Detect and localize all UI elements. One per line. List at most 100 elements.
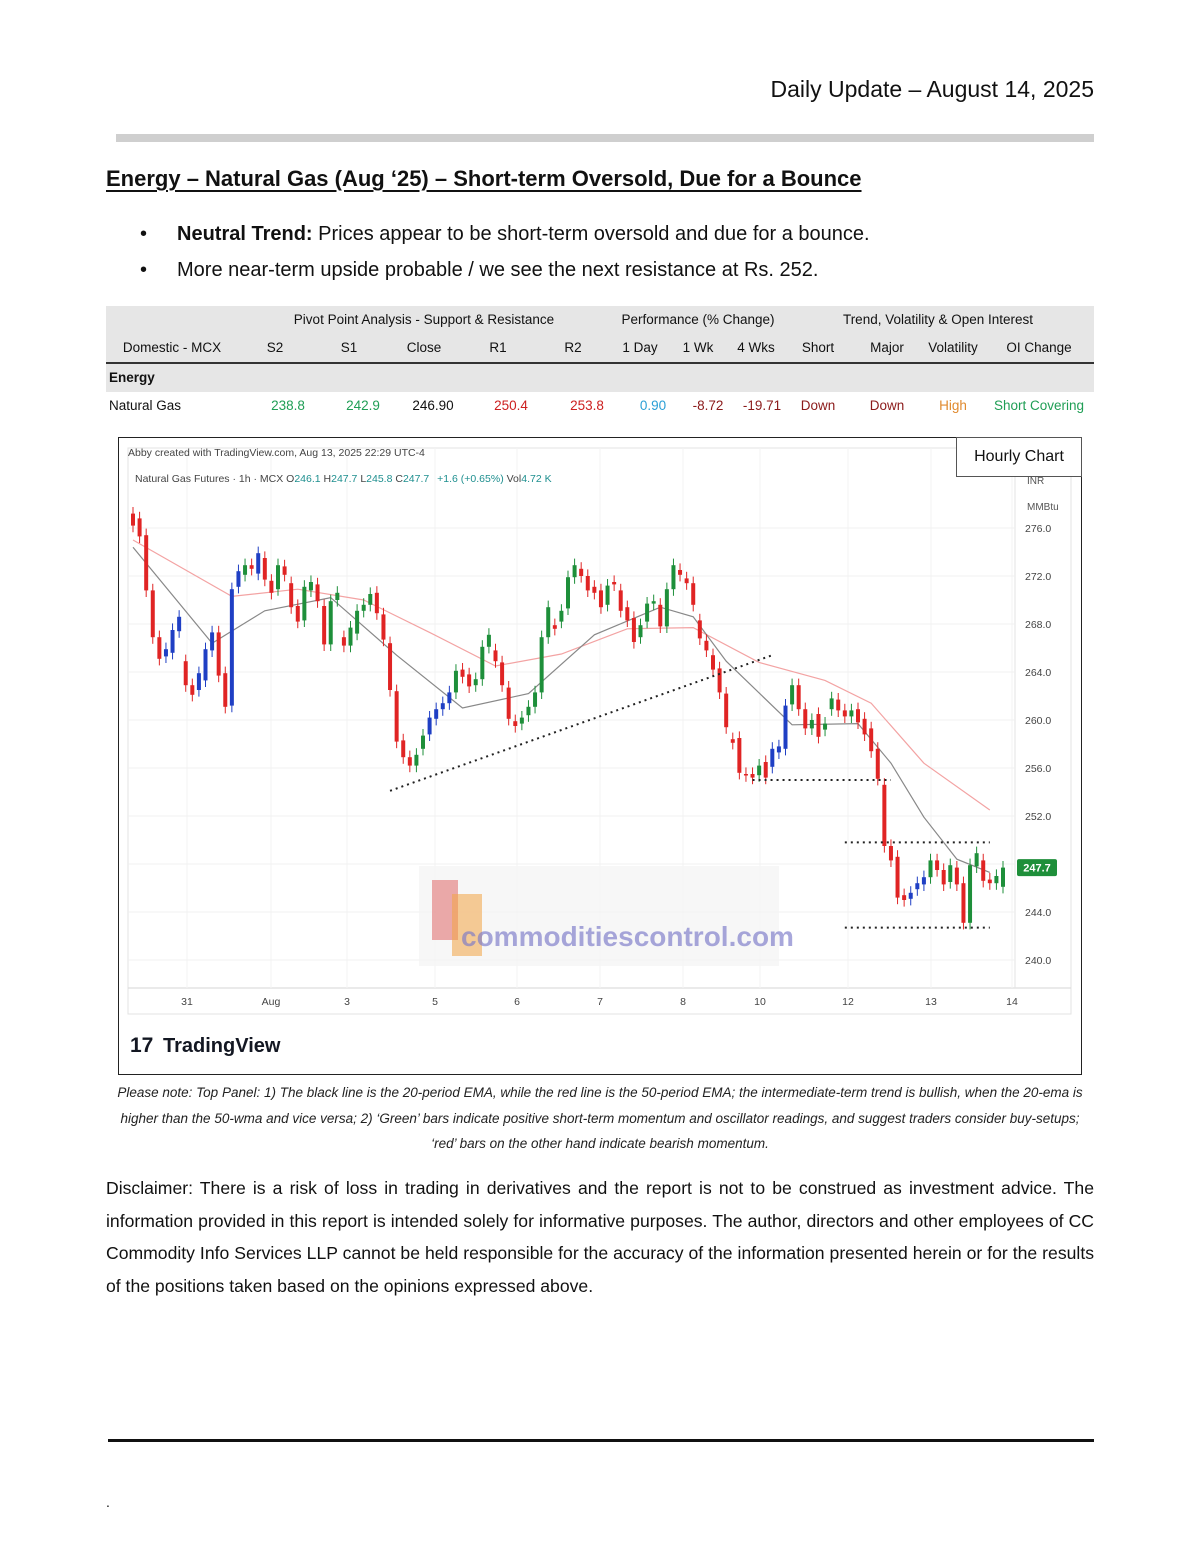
cell-oi-change: Short Covering xyxy=(993,398,1085,413)
header-divider xyxy=(116,134,1094,142)
candle-body xyxy=(842,710,847,717)
candle-body xyxy=(493,650,498,662)
candle-body xyxy=(131,513,135,526)
rising-trendline xyxy=(389,654,773,792)
ohlc-legend: Natural Gas Futures · 1h · MCX O246.1 H2… xyxy=(135,473,552,485)
candle-body xyxy=(427,717,432,735)
candle-body xyxy=(928,860,933,878)
x-tick-label: 12 xyxy=(842,996,854,1008)
bullet-glyph: • xyxy=(140,223,148,245)
y-tick-label: 272.0 xyxy=(1025,571,1051,583)
x-tick-label: 13 xyxy=(925,996,937,1008)
col-header-volatility: Volatility xyxy=(928,340,978,355)
col-header-short: Short xyxy=(801,340,835,355)
candle-body xyxy=(987,879,992,884)
col-header-oi-change: OI Change xyxy=(1006,340,1072,355)
candle-body xyxy=(691,583,696,605)
candle-body xyxy=(203,649,208,681)
candle-body xyxy=(803,709,808,729)
candle-body xyxy=(757,765,762,776)
candle-body xyxy=(605,585,610,605)
candle-body xyxy=(790,685,795,705)
y-tick-label: 264.0 xyxy=(1025,667,1051,679)
x-tick-label: 6 xyxy=(514,996,520,1008)
table-column-header-row: Domestic - MCX S2 S1 Close R1 R2 1 Day 1… xyxy=(106,334,1094,364)
candle-body xyxy=(361,604,366,611)
candle-body xyxy=(974,853,979,867)
table-group-header-row: Pivot Point Analysis - Support & Resista… xyxy=(106,306,1094,334)
col-header-major: Major xyxy=(870,340,904,355)
candle-body xyxy=(664,589,669,627)
candle-body xyxy=(625,607,630,621)
x-tick-label: 3 xyxy=(344,996,350,1008)
candle-body xyxy=(480,646,485,680)
cell-volatility: High xyxy=(939,398,967,413)
candle-body xyxy=(467,674,472,687)
candle-body xyxy=(421,735,425,749)
last-price-badge xyxy=(1017,859,1057,877)
candle-body xyxy=(981,860,986,881)
table-row: Natural Gas 238.8 242.9 246.90 250.4 253… xyxy=(106,392,1094,420)
candle-body xyxy=(348,627,353,646)
candle-body xyxy=(770,748,775,767)
candle-body xyxy=(308,582,313,591)
candle-body xyxy=(315,584,320,602)
y-tick-label: 244.0 xyxy=(1025,907,1051,919)
candle-body xyxy=(651,601,656,604)
candle-body xyxy=(856,709,860,723)
candle-body xyxy=(473,679,478,686)
candle-body xyxy=(585,576,590,591)
last-price-tag: 247.7 xyxy=(1017,859,1057,877)
gridlines xyxy=(128,448,1015,988)
candle-body xyxy=(704,640,709,651)
hourly-chart-label: Hourly Chart xyxy=(956,437,1082,477)
candle-body xyxy=(869,728,874,752)
candle-body xyxy=(229,589,234,706)
candle-body xyxy=(954,867,959,885)
x-tick-label: 5 xyxy=(432,996,438,1008)
candle-body xyxy=(533,692,538,707)
candles xyxy=(131,507,1005,930)
candle-body xyxy=(823,723,828,730)
candle-body xyxy=(486,634,491,647)
bullet-text: Prices appear to be short-term oversold … xyxy=(312,223,870,245)
candle-body xyxy=(678,570,683,575)
candle-body xyxy=(513,721,518,726)
ohlc-change: +1.6 (+0.65%) xyxy=(437,473,504,485)
x-tick-label: 31 xyxy=(181,996,193,1008)
col-header-s1: S1 xyxy=(340,340,358,355)
candle-body xyxy=(816,714,821,737)
candle-body xyxy=(776,746,781,753)
candle-body xyxy=(335,592,340,600)
watermark-text: commoditiescontrol.com xyxy=(461,921,794,952)
candle-body xyxy=(289,583,294,608)
col-header-r2: R2 xyxy=(564,340,582,355)
candle-body xyxy=(434,709,439,719)
ohlc-open: 246.1 xyxy=(294,473,320,485)
candle-body xyxy=(915,883,920,890)
pivot-table: Pivot Point Analysis - Support & Resista… xyxy=(106,306,1094,420)
cell-r1: 250.4 xyxy=(494,398,528,413)
col-header-1wk: 1 Wk xyxy=(682,340,714,355)
candle-body xyxy=(269,580,274,593)
candle-body xyxy=(453,670,458,693)
candle-body xyxy=(796,685,801,710)
candle-body xyxy=(282,566,287,575)
candle-body xyxy=(763,762,768,778)
report-headline: Energy – Natural Gas (Aug ‘25) – Short-t… xyxy=(106,166,862,191)
candle-body xyxy=(612,582,617,585)
candle-body xyxy=(401,740,406,758)
candle-body xyxy=(737,738,742,773)
candle-body xyxy=(671,565,676,590)
candle-body xyxy=(150,590,155,638)
last-price-value: 247.7 xyxy=(1023,863,1051,875)
y-tick-labels: 276.0272.0268.0264.0260.0256.0252.0248.0… xyxy=(1025,523,1051,967)
candle-body xyxy=(862,718,867,735)
group-header-pivot: Pivot Point Analysis - Support & Resista… xyxy=(293,312,555,327)
candle-body xyxy=(888,846,893,861)
candle-body xyxy=(460,669,465,677)
candle-body xyxy=(941,870,946,885)
candle-body xyxy=(638,625,643,638)
section-label-energy: Energy xyxy=(109,370,155,385)
col-header-1day: 1 Day xyxy=(622,340,658,355)
